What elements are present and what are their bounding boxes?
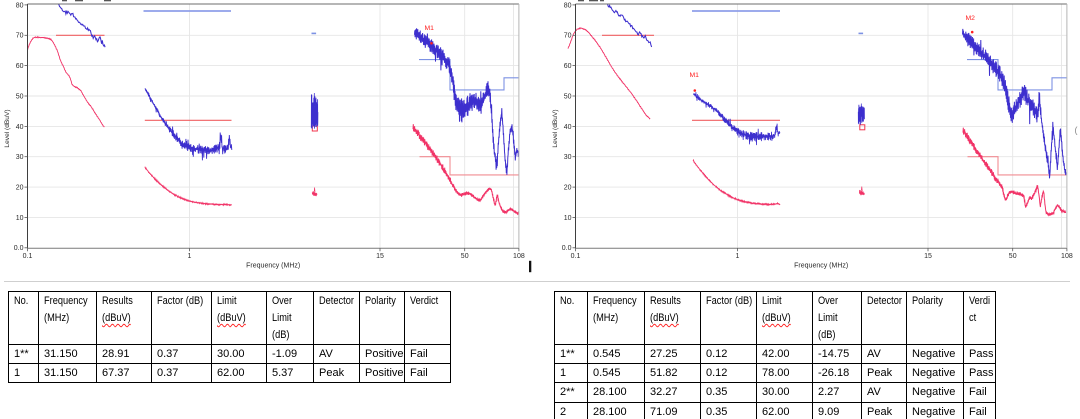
svg-text:0.1: 0.1 [23,253,33,260]
svg-text:30: 30 [16,154,24,161]
svg-text:1: 1 [736,253,740,260]
svg-text:10: 10 [16,215,24,222]
svg-text:10: 10 [564,215,572,222]
svg-text:M1: M1 [690,72,700,79]
svg-text:40: 40 [564,124,572,131]
svg-text:80: 80 [16,2,24,9]
svg-text:50: 50 [564,93,572,100]
svg-text:50: 50 [1009,253,1017,260]
svg-text:15: 15 [376,253,384,260]
svg-text:20: 20 [16,185,24,192]
svg-text:M1: M1 [425,25,435,32]
svg-text:108: 108 [1061,253,1073,260]
svg-text:50: 50 [461,253,469,260]
svg-text:M2: M2 [966,15,976,22]
svg-text:Frequency (MHz): Frequency (MHz) [794,263,848,270]
svg-text:Level (dBuV): Level (dBuV) [4,109,11,147]
svg-text:0.0: 0.0 [14,245,24,252]
svg-text:70: 70 [564,33,572,40]
svg-text:1: 1 [188,253,192,260]
svg-text:60: 60 [564,63,572,70]
svg-text:15: 15 [924,253,932,260]
svg-text:20: 20 [564,185,572,192]
svg-text:30: 30 [564,154,572,161]
svg-text:Frequency (MHz): Frequency (MHz) [246,263,300,270]
svg-text:40: 40 [16,124,24,131]
svg-text:50: 50 [16,93,24,100]
svg-text:Level (dBuV): Level (dBuV) [552,109,559,147]
svg-text:(: ( [1075,125,1078,135]
svg-text:0.1: 0.1 [571,253,581,260]
svg-text:80: 80 [564,2,572,9]
svg-text:0.0: 0.0 [562,245,572,252]
svg-text:108: 108 [513,253,525,260]
svg-text:60: 60 [16,63,24,70]
svg-text:70: 70 [16,33,24,40]
